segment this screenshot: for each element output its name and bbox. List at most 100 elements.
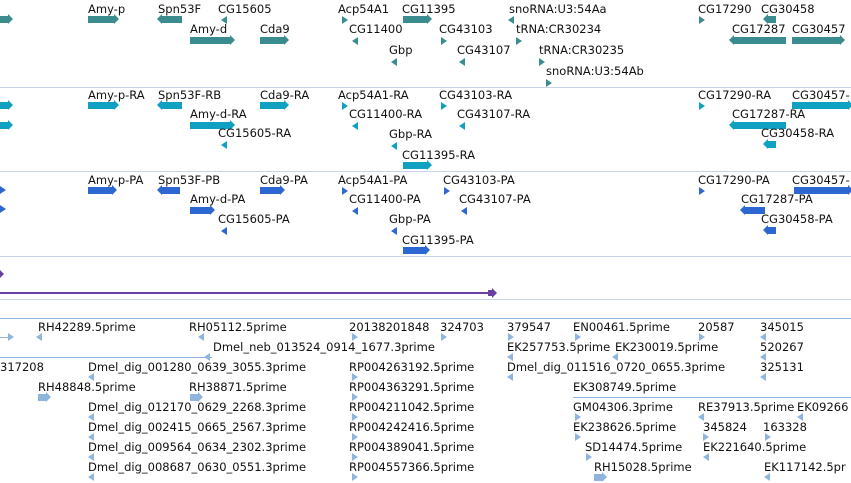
est-bar[interactable]: [760, 333, 766, 341]
est-bar[interactable]: [352, 333, 358, 341]
gene-bar[interactable]: [459, 58, 465, 66]
protein-bar[interactable]: [0, 186, 6, 194]
gene-bar[interactable]: [342, 16, 348, 24]
gene-bar[interactable]: [546, 79, 552, 87]
transcript-bar[interactable]: [157, 100, 182, 110]
gene-label[interactable]: Spn53F: [158, 2, 202, 16]
protein-label[interactable]: CG15605-PA: [218, 212, 290, 226]
protein-label[interactable]: Acp54A1-PA: [338, 173, 408, 187]
est-bar[interactable]: [88, 373, 94, 381]
est-bar[interactable]: [760, 373, 766, 381]
transcript-label[interactable]: Acp54A1-RA: [338, 88, 409, 102]
est-bar[interactable]: [703, 453, 709, 461]
protein-label[interactable]: CG30457-: [792, 173, 850, 187]
transcript-label[interactable]: CG11400-RA: [349, 107, 423, 121]
gene-bar[interactable]: [190, 35, 235, 45]
transcript-label[interactable]: Spn53F-RB: [158, 88, 222, 102]
est-bar[interactable]: [765, 433, 771, 441]
est-bar[interactable]: [575, 433, 581, 441]
alignment-span-arrow[interactable]: [488, 288, 497, 298]
protein-label[interactable]: Gbp-PA: [389, 212, 431, 226]
gene-label[interactable]: CG11400: [349, 22, 403, 36]
alignment-span-line[interactable]: [0, 292, 490, 294]
transcript-label[interactable]: CG15605-RA: [218, 126, 292, 140]
est-label[interactable]: 345824: [703, 420, 747, 434]
gene-bar[interactable]: [88, 14, 119, 24]
est-label[interactable]: RH48848.5prime: [38, 380, 136, 394]
gene-bar[interactable]: [792, 35, 845, 45]
transcript-bar[interactable]: [459, 122, 465, 130]
est-label[interactable]: RP004389041.5prime: [349, 440, 475, 454]
protein-bar[interactable]: [260, 185, 285, 195]
gene-label[interactable]: Acp54A1: [338, 2, 390, 16]
est-label[interactable]: Dmel_dig_001280_0639_3055.3prime: [88, 360, 307, 374]
protein-bar[interactable]: [391, 227, 397, 235]
est-label[interactable]: Dmel_neb_013524_0914_1677.3prime: [213, 340, 435, 354]
est-bar[interactable]: [508, 333, 514, 341]
est-label[interactable]: Dmel_dig_011516_0720_0655.3prime: [507, 360, 726, 374]
est-label[interactable]: Dmel_dig_008687_0630_0551.3prime: [88, 460, 307, 474]
gene-bar[interactable]: [403, 14, 432, 24]
gene-label[interactable]: CG43103: [439, 22, 493, 36]
est-bar[interactable]: [88, 473, 94, 481]
gene-label[interactable]: tRNA:CR30234: [516, 22, 602, 36]
est-label[interactable]: 20587: [698, 320, 735, 334]
gene-label[interactable]: Amy-d: [190, 22, 228, 36]
gene-label[interactable]: snoRNA:U3:54Aa: [509, 2, 607, 16]
protein-label[interactable]: CG43103-PA: [443, 173, 515, 187]
transcript-label[interactable]: CG17287-RA: [732, 107, 806, 121]
est-bar[interactable]: [352, 413, 358, 421]
est-bar[interactable]: [38, 392, 51, 402]
protein-label[interactable]: Cda9-PA: [260, 173, 308, 187]
est-label[interactable]: EK238626.5prime: [573, 420, 677, 434]
transcript-bar[interactable]: [221, 141, 227, 149]
gene-label[interactable]: snoRNA:U3:54Ab: [546, 64, 644, 78]
gene-label[interactable]: CG17287: [732, 22, 786, 36]
est-bar[interactable]: [190, 392, 203, 402]
transcript-bar[interactable]: [190, 120, 235, 130]
est-label[interactable]: RP004211042.5prime: [349, 400, 475, 414]
est-label[interactable]: 345015: [760, 320, 804, 334]
est-label[interactable]: EK308749.5prime: [573, 380, 677, 394]
gene-label[interactable]: CG11395: [402, 2, 456, 16]
est-bar[interactable]: [575, 333, 581, 341]
protein-bar[interactable]: [352, 207, 358, 215]
protein-label[interactable]: CG17290-PA: [698, 173, 770, 187]
est-label[interactable]: EK221640.5prime: [703, 440, 807, 454]
est-label[interactable]: EK257753.5prime: [507, 340, 611, 354]
protein-label[interactable]: CG17287-PA: [741, 192, 813, 206]
est-bar[interactable]: [204, 353, 210, 361]
est-bar[interactable]: [575, 413, 581, 421]
gene-bar[interactable]: [699, 16, 705, 24]
gene-bar[interactable]: [539, 58, 545, 66]
transcript-label[interactable]: CG17290-RA: [698, 88, 772, 102]
protein-bar[interactable]: [88, 185, 117, 195]
est-bar[interactable]: [586, 453, 592, 461]
est-bar[interactable]: [612, 353, 618, 361]
transcript-label[interactable]: CG43103-RA: [439, 88, 513, 102]
transcript-bar[interactable]: [0, 120, 13, 130]
est-label[interactable]: RH38871.5prime: [189, 380, 287, 394]
transcript-bar[interactable]: [342, 102, 348, 110]
transcript-label[interactable]: Gbp-RA: [389, 127, 433, 141]
transcript-bar[interactable]: [792, 100, 851, 110]
transcript-label[interactable]: CG43107-RA: [457, 107, 531, 121]
est-label[interactable]: EK117142.5pr: [764, 460, 846, 474]
protein-bar[interactable]: [221, 227, 227, 235]
est-bar[interactable]: [88, 453, 94, 461]
est-bar[interactable]: [699, 333, 705, 341]
transcript-bar[interactable]: [403, 160, 432, 170]
est-bar[interactable]: [441, 333, 447, 341]
est-bar[interactable]: [698, 413, 704, 421]
gene-bar[interactable]: [508, 16, 514, 24]
gene-bar[interactable]: [763, 14, 776, 24]
transcript-bar[interactable]: [763, 139, 776, 149]
est-label[interactable]: 520267: [760, 340, 804, 354]
transcript-bar[interactable]: [391, 142, 397, 150]
est-label[interactable]: EN00461.5prime: [573, 320, 670, 334]
est-bar[interactable]: [507, 353, 513, 361]
est-bar[interactable]: [352, 433, 358, 441]
protein-bar[interactable]: [403, 245, 430, 255]
transcript-bar[interactable]: [352, 122, 358, 130]
transcript-label[interactable]: CG11395-RA: [402, 148, 476, 162]
